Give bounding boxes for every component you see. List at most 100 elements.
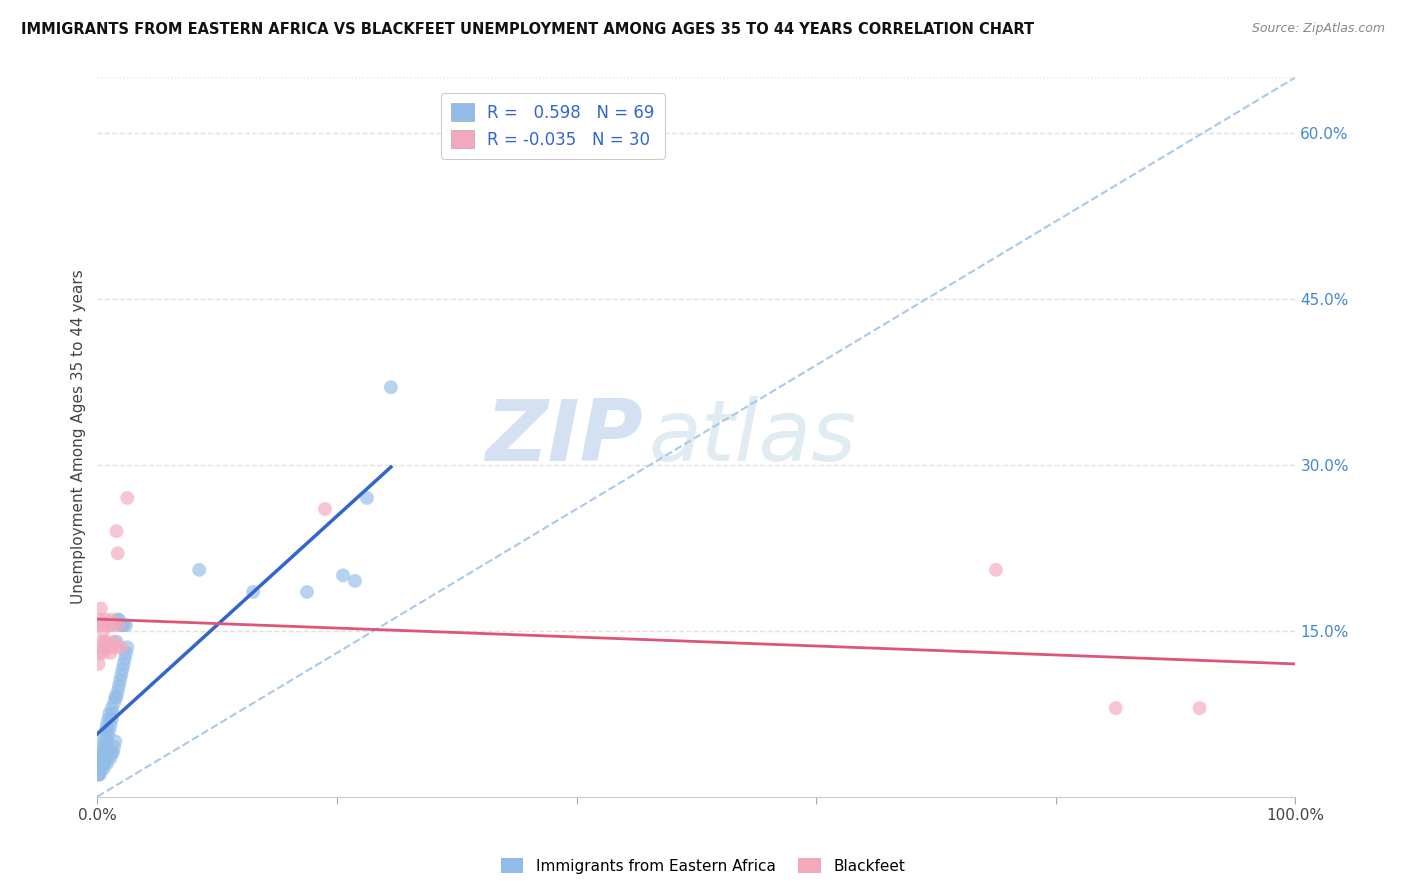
- Point: [1105, 701, 1128, 715]
- Point: [91, 739, 114, 754]
- Point: [1188, 701, 1211, 715]
- Point: [87, 657, 110, 671]
- Point: [984, 563, 1007, 577]
- Point: [90, 751, 112, 765]
- Point: [100, 646, 122, 660]
- Point: [117, 491, 139, 505]
- Point: [89, 756, 111, 771]
- Point: [87, 618, 110, 632]
- Point: [91, 756, 114, 771]
- Point: [89, 751, 111, 765]
- Point: [108, 673, 131, 688]
- Point: [94, 723, 117, 738]
- Point: [108, 613, 131, 627]
- Y-axis label: Unemployment Among Ages 35 to 44 years: Unemployment Among Ages 35 to 44 years: [72, 269, 86, 605]
- Point: [110, 640, 132, 655]
- Point: [94, 739, 117, 754]
- Point: [98, 723, 121, 738]
- Point: [100, 701, 122, 715]
- Point: [87, 767, 110, 781]
- Point: [93, 646, 115, 660]
- Point: [90, 756, 112, 771]
- Point: [111, 662, 134, 676]
- Point: [107, 613, 129, 627]
- Point: [94, 751, 117, 765]
- Point: [112, 657, 135, 671]
- Point: [96, 634, 118, 648]
- Point: [100, 613, 122, 627]
- Point: [93, 746, 115, 760]
- Point: [105, 634, 128, 648]
- Point: [105, 690, 128, 704]
- Point: [98, 618, 121, 632]
- Point: [93, 624, 115, 638]
- Point: [100, 712, 122, 726]
- Point: [114, 651, 136, 665]
- Legend: Immigrants from Eastern Africa, Blackfeet: Immigrants from Eastern Africa, Blackfee…: [495, 852, 911, 880]
- Point: [100, 746, 122, 760]
- Point: [90, 746, 112, 760]
- Point: [107, 546, 129, 560]
- Point: [100, 718, 122, 732]
- Point: [110, 618, 132, 632]
- Point: [242, 585, 264, 599]
- Point: [101, 618, 124, 632]
- Point: [117, 640, 139, 655]
- Point: [111, 618, 134, 632]
- Point: [96, 756, 118, 771]
- Point: [108, 679, 131, 693]
- Point: [93, 746, 115, 760]
- Point: [91, 640, 114, 655]
- Point: [115, 618, 138, 632]
- Point: [93, 756, 115, 771]
- Point: [380, 380, 402, 394]
- Point: [89, 767, 111, 781]
- Text: IMMIGRANTS FROM EASTERN AFRICA VS BLACKFEET UNEMPLOYMENT AMONG AGES 35 TO 44 YEA: IMMIGRANTS FROM EASTERN AFRICA VS BLACKF…: [21, 22, 1035, 37]
- Point: [98, 706, 121, 721]
- Point: [89, 756, 111, 771]
- Text: ZIP: ZIP: [485, 395, 643, 478]
- Text: Source: ZipAtlas.com: Source: ZipAtlas.com: [1251, 22, 1385, 36]
- Point: [93, 734, 115, 748]
- Point: [91, 751, 114, 765]
- Point: [98, 746, 121, 760]
- Point: [107, 684, 129, 698]
- Point: [89, 762, 111, 776]
- Text: atlas: atlas: [648, 395, 856, 478]
- Point: [87, 767, 110, 781]
- Point: [100, 751, 122, 765]
- Point: [96, 718, 118, 732]
- Point: [89, 646, 111, 660]
- Point: [91, 618, 114, 632]
- Point: [97, 751, 120, 765]
- Legend: R =   0.598   N = 69, R = -0.035   N = 30: R = 0.598 N = 69, R = -0.035 N = 30: [440, 93, 665, 159]
- Point: [93, 762, 115, 776]
- Point: [295, 585, 318, 599]
- Point: [90, 601, 112, 615]
- Point: [115, 646, 138, 660]
- Point: [356, 491, 378, 505]
- Point: [87, 756, 110, 771]
- Point: [103, 696, 125, 710]
- Point: [90, 762, 112, 776]
- Point: [110, 668, 132, 682]
- Point: [101, 746, 124, 760]
- Point: [97, 729, 120, 743]
- Point: [90, 634, 112, 648]
- Point: [104, 690, 127, 704]
- Point: [97, 712, 120, 726]
- Point: [101, 706, 124, 721]
- Point: [93, 729, 115, 743]
- Point: [105, 524, 128, 538]
- Point: [97, 618, 120, 632]
- Point: [103, 634, 125, 648]
- Point: [104, 734, 127, 748]
- Point: [332, 568, 354, 582]
- Point: [93, 634, 115, 648]
- Point: [94, 613, 117, 627]
- Point: [188, 563, 211, 577]
- Point: [314, 502, 336, 516]
- Point: [89, 613, 111, 627]
- Point: [96, 734, 118, 748]
- Point: [87, 762, 110, 776]
